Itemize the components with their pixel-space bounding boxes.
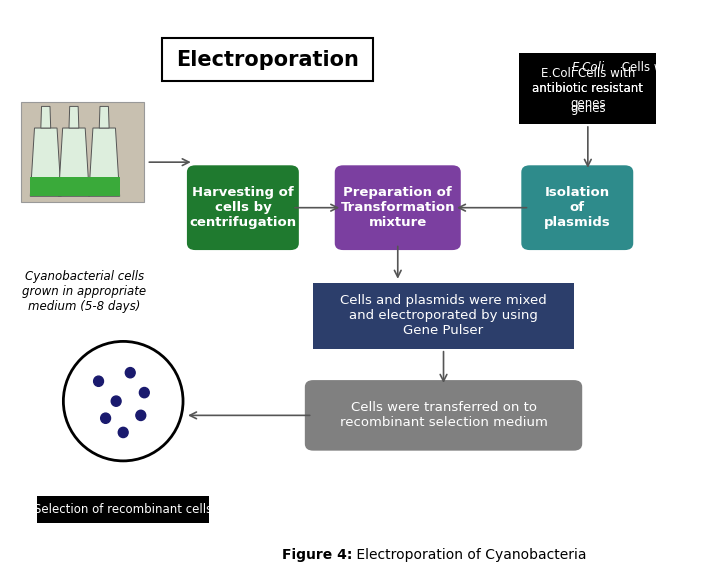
Ellipse shape <box>139 387 149 398</box>
Polygon shape <box>41 106 51 128</box>
Text: Cells and plasmids were mixed
and electroporated by using
Gene Pulser: Cells and plasmids were mixed and electr… <box>340 294 547 337</box>
Ellipse shape <box>63 341 183 461</box>
FancyBboxPatch shape <box>37 496 210 523</box>
Text: E.Coli Cells with
antibiotic resistant
genes: E.Coli Cells with antibiotic resistant g… <box>532 67 643 110</box>
Text: E.Coli: E.Coli <box>571 61 605 74</box>
Text: genes: genes <box>570 102 605 116</box>
Ellipse shape <box>111 396 121 406</box>
Ellipse shape <box>136 410 146 420</box>
Ellipse shape <box>125 368 135 378</box>
Polygon shape <box>30 177 61 196</box>
Polygon shape <box>99 106 109 128</box>
FancyBboxPatch shape <box>334 165 460 250</box>
Text: Figure 4:: Figure 4: <box>282 548 352 562</box>
Text: Harvesting of
cells by
centrifugation: Harvesting of cells by centrifugation <box>189 186 296 229</box>
FancyBboxPatch shape <box>162 39 373 81</box>
Text: antibiotic resistant: antibiotic resistant <box>532 82 643 94</box>
FancyBboxPatch shape <box>313 283 574 348</box>
Text: Selection of recombinant cells: Selection of recombinant cells <box>34 503 213 516</box>
Text: Cyanobacterial cells
grown in appropriate
medium (5-8 days): Cyanobacterial cells grown in appropriat… <box>23 270 146 314</box>
Text: Cells were transferred on to
recombinant selection medium: Cells were transferred on to recombinant… <box>339 401 548 430</box>
Text: Preparation of
Transformation
mixture: Preparation of Transformation mixture <box>341 186 455 229</box>
Text: Electroporation of Cyanobacteria: Electroporation of Cyanobacteria <box>352 548 586 562</box>
FancyBboxPatch shape <box>187 165 299 250</box>
Text: Electroporation: Electroporation <box>176 50 359 70</box>
FancyBboxPatch shape <box>21 102 144 202</box>
FancyBboxPatch shape <box>519 53 656 124</box>
Polygon shape <box>69 106 79 128</box>
FancyBboxPatch shape <box>519 53 656 124</box>
Text: Isolation
of
plasmids: Isolation of plasmids <box>544 186 610 229</box>
FancyBboxPatch shape <box>305 380 582 451</box>
Ellipse shape <box>118 427 128 438</box>
Polygon shape <box>89 177 120 196</box>
Ellipse shape <box>101 413 111 423</box>
FancyBboxPatch shape <box>521 165 634 250</box>
Polygon shape <box>30 128 61 196</box>
Text: Cells with: Cells with <box>618 61 679 74</box>
Polygon shape <box>89 128 120 196</box>
Polygon shape <box>58 128 89 196</box>
Polygon shape <box>58 177 89 196</box>
Ellipse shape <box>94 376 103 386</box>
